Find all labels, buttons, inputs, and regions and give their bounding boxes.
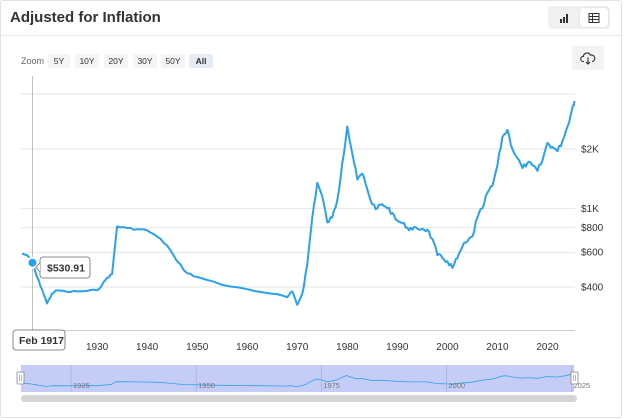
cloud-download-icon xyxy=(580,52,596,65)
y-tick-label: $400 xyxy=(581,283,604,294)
chart-header: Adjusted for Inflation xyxy=(1,1,621,36)
table-icon xyxy=(588,12,600,23)
x-tick-label: 1960 xyxy=(236,342,259,353)
navigator-scrollbar[interactable] xyxy=(21,395,577,402)
bar-chart-icon xyxy=(560,13,568,23)
x-tick-label: 1970 xyxy=(286,342,309,353)
navigator-tick-label: 1925 xyxy=(73,381,90,390)
x-tick-label: 2020 xyxy=(536,342,559,353)
range-navigator[interactable]: 1925 1950 1975 2000 2025 xyxy=(16,365,591,402)
navigator-handle-right[interactable] xyxy=(570,371,579,385)
series-line xyxy=(21,100,576,306)
navigator-selection xyxy=(21,365,574,392)
download-button[interactable] xyxy=(572,46,604,70)
y-tick-label: $800 xyxy=(581,223,604,234)
value-tooltip: $530.91 xyxy=(35,256,91,279)
navigator-handle-left[interactable] xyxy=(16,371,25,385)
chart-view-button[interactable] xyxy=(550,8,578,27)
y-tick-label: $2K xyxy=(581,145,599,156)
zoom-label: Zoom xyxy=(21,56,45,66)
navigator-line xyxy=(20,373,574,388)
x-tick-label: 2000 xyxy=(436,342,459,353)
x-tick-label: 1930 xyxy=(86,342,109,353)
x-tick-label: 2010 xyxy=(486,342,509,353)
navigator-tick-label: 2025 xyxy=(574,381,591,390)
x-tick-label: 1940 xyxy=(136,342,159,353)
view-toggle xyxy=(548,6,610,29)
zoom-10y-button[interactable]: 10Y xyxy=(75,54,99,68)
navigator-tick-label: 2000 xyxy=(448,381,465,390)
navigator-tick-label: 1950 xyxy=(198,381,215,390)
y-tick-label: $600 xyxy=(581,248,604,259)
hover-point[interactable] xyxy=(26,256,39,269)
zoom-50y-button[interactable]: 50Y xyxy=(161,54,185,68)
x-tick-label: 1990 xyxy=(386,342,409,353)
zoom-all-button[interactable]: All xyxy=(189,54,213,68)
navigator-tick-label: 1975 xyxy=(323,381,340,390)
zoom-20y-button[interactable]: 20Y xyxy=(104,54,128,68)
y-tick-label: $1K xyxy=(581,204,599,215)
zoom-30y-button[interactable]: 30Y xyxy=(133,54,157,68)
chart-title: Adjusted for Inflation xyxy=(10,9,161,26)
date-tooltip: Feb 1917 xyxy=(12,329,66,351)
zoom-5y-button[interactable]: 5Y xyxy=(48,54,70,68)
x-tick-label: 1950 xyxy=(186,342,209,353)
tooltip-value: $530.91 xyxy=(47,263,85,275)
table-view-button[interactable] xyxy=(580,8,608,27)
x-tick-label: 1980 xyxy=(336,342,359,353)
tooltip-date: Feb 1917 xyxy=(19,335,64,347)
